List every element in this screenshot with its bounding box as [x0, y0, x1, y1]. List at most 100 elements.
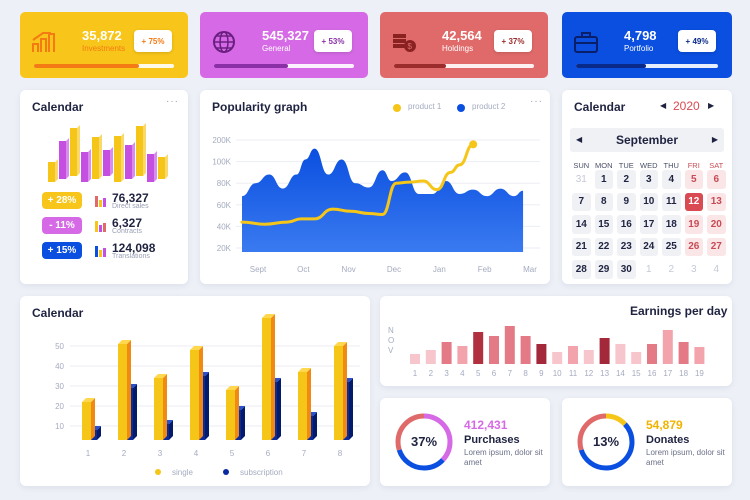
stat-label: Investments	[82, 44, 126, 53]
stat-card-holdings[interactable]: $ 42,564 Holdings + 37%	[380, 12, 548, 78]
iso-bar	[48, 162, 55, 182]
calendar-week-row: 14 15 16 17 18 19 20	[570, 213, 728, 236]
iso-bar	[136, 126, 143, 176]
calendar-day[interactable]: 20	[705, 213, 728, 236]
more-options-icon[interactable]: ···	[530, 96, 543, 107]
earnings-bar	[678, 342, 689, 364]
calendar-day[interactable]: 17	[638, 213, 661, 236]
calendar-day[interactable]: 18	[660, 213, 683, 236]
x-tick-label: 3	[158, 449, 163, 458]
bar-chart: 50 40 30 20 10 1 2 3 4 5 6 7 8 single subscription	[55, 314, 360, 477]
x-tick-label: 4	[460, 369, 465, 378]
earnings-bar	[583, 350, 594, 364]
x-tick-label: 8	[523, 369, 528, 378]
summary-label: Contracts	[112, 228, 142, 235]
calendar-day[interactable]: 6	[705, 168, 728, 191]
stat-card-portfolio[interactable]: 4,798 Portfolio + 49%	[562, 12, 732, 78]
calendar-day[interactable]: 1	[593, 168, 616, 191]
calendar-day[interactable]: 9	[615, 191, 638, 214]
summary-value: 76,327	[112, 191, 149, 205]
calendar-day[interactable]: 1	[645, 263, 652, 275]
calendar-day[interactable]: 4	[713, 263, 720, 275]
next-month-icon[interactable]: ▶	[711, 135, 718, 144]
stat-progress-bar	[394, 64, 534, 68]
earnings-chart: 1 2 3 4 5 6 7 8 9 10 11 12 13 14 15 16 17 18 19	[410, 326, 705, 378]
stat-card-investments[interactable]: 35,872 Investments + 75%	[20, 12, 188, 78]
iso-bar	[114, 136, 121, 182]
y-tick-label: 40	[55, 362, 64, 371]
calendar-day[interactable]: 10	[638, 191, 661, 214]
mini-bars-icon	[95, 246, 106, 257]
calendar-day[interactable]: 3	[690, 263, 697, 275]
calendar-day[interactable]: 29	[593, 258, 616, 281]
globe-icon	[213, 31, 235, 53]
mini-bars-icon	[95, 196, 106, 207]
stat-badge: + 37%	[494, 30, 532, 52]
calendar-day[interactable]: 5	[683, 168, 706, 191]
stat-progress-bar	[34, 64, 174, 68]
x-tick-label: 7	[302, 449, 307, 458]
calendar-day[interactable]: 2	[668, 263, 675, 275]
donut-description: Lorem ipsum, dolor sit amet	[646, 448, 725, 467]
donut-card-purchases: 37% 412,431 Purchases Lorem ipsum, dolor…	[380, 398, 550, 486]
y-tick-label: 30	[55, 382, 64, 391]
x-tick-label: 14	[616, 369, 625, 378]
iso-bar	[125, 145, 132, 179]
earnings-bar	[489, 336, 499, 364]
earnings-bar	[599, 338, 610, 364]
change-badge: - 11%	[42, 217, 82, 234]
next-year-icon[interactable]: ▶	[708, 101, 715, 110]
earnings-bar	[662, 330, 673, 364]
calendar-day[interactable]: 14	[570, 213, 593, 236]
calendar-day[interactable]: 28	[570, 258, 593, 281]
calendar-day[interactable]: 31	[575, 173, 587, 185]
donut-percent: 37%	[410, 434, 438, 449]
x-tick-label: Sept	[250, 265, 267, 274]
iso-bar	[103, 150, 110, 176]
bar-single	[82, 402, 91, 440]
calendar-day[interactable]: 4	[660, 168, 683, 191]
calendar-day[interactable]: 11	[660, 191, 683, 214]
legend-label-single: single	[172, 468, 193, 477]
x-tick-label: 5	[476, 369, 481, 378]
stat-progress-fill	[394, 64, 446, 68]
earnings-bar	[441, 342, 452, 364]
legend-label-product-1: product 1	[408, 102, 442, 111]
x-tick-label: 15	[632, 369, 641, 378]
calendar-week-row: 31 1 2 3 4 5 6	[570, 168, 728, 191]
coins-icon: $	[393, 34, 416, 52]
year-label: 2020	[673, 99, 700, 113]
calendar-day[interactable]: 8	[593, 191, 616, 214]
calendar-day[interactable]: 16	[615, 213, 638, 236]
month-label: September	[615, 133, 679, 147]
x-tick-label: Mar	[523, 265, 537, 274]
more-options-icon[interactable]: ···	[166, 96, 179, 107]
y-tick-label: 20	[55, 402, 64, 411]
calendar-day[interactable]: 3	[638, 168, 661, 191]
prev-month-icon[interactable]: ◀	[576, 135, 583, 144]
calendar-day[interactable]: 13	[705, 191, 728, 214]
calendar-day[interactable]: 7	[570, 191, 593, 214]
calendar-day[interactable]: 22	[593, 236, 616, 259]
donut-value: 412,431	[464, 418, 508, 432]
prev-year-icon[interactable]: ◀	[660, 101, 667, 110]
x-tick-label: 1	[413, 369, 418, 378]
weekday-label: SUN	[573, 160, 590, 170]
calendar-day[interactable]: 24	[638, 236, 661, 259]
calendar-day[interactable]: 12	[683, 191, 706, 214]
x-tick-label: 13	[600, 369, 609, 378]
calendar-day[interactable]: 15	[593, 213, 616, 236]
calendar-day[interactable]: 2	[615, 168, 638, 191]
calendar-day[interactable]: 26	[683, 236, 706, 259]
stat-card-general[interactable]: 545,327 General + 53%	[200, 12, 368, 78]
calendar-day[interactable]: 23	[615, 236, 638, 259]
calendar-day[interactable]: 21	[570, 236, 593, 259]
calendar-day[interactable]: 25	[660, 236, 683, 259]
calendar-week-row: 21 22 23 24 25 26 27	[570, 236, 728, 259]
x-tick-label: 8	[338, 449, 343, 458]
bar-single	[334, 346, 343, 440]
calendar-day[interactable]: 27	[705, 236, 728, 259]
calendar-summary-card: Calendar ··· + 28% 76,327 Direct sales -…	[20, 90, 188, 284]
calendar-day[interactable]: 30	[615, 258, 638, 281]
calendar-day[interactable]: 19	[683, 213, 706, 236]
